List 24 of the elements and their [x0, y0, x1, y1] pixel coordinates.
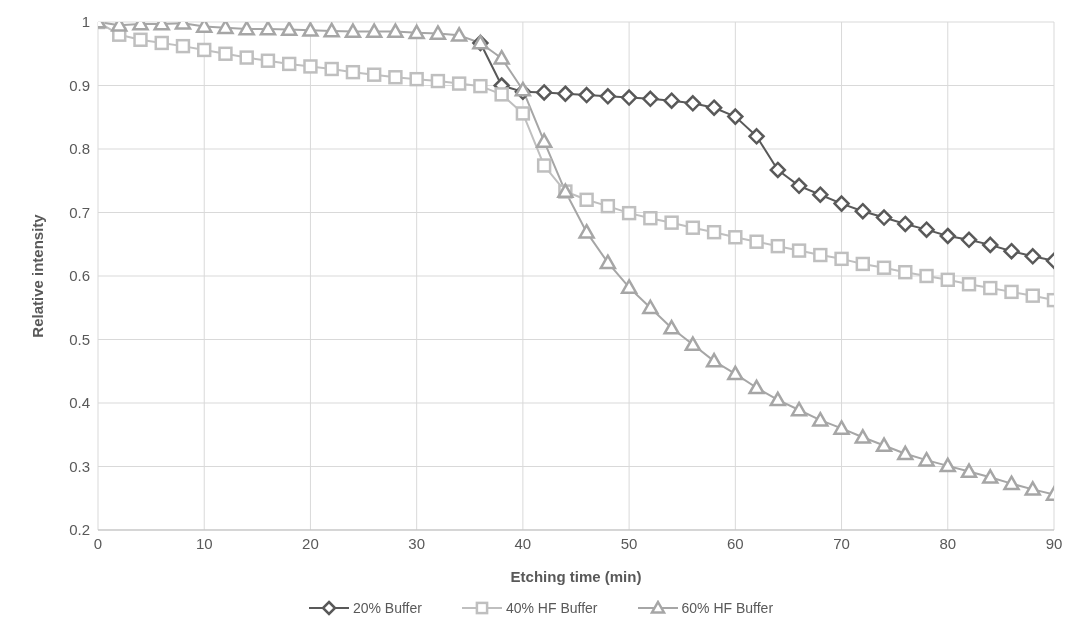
legend-label: 20% Buffer: [351, 600, 422, 616]
x-tick-label: 80: [939, 534, 957, 552]
y-tick-label: 0.9: [69, 76, 90, 94]
y-tick-label: 1: [81, 13, 90, 31]
x-axis-title: Etching time (min): [510, 568, 642, 585]
y-tick-label: 0.6: [69, 267, 90, 285]
y-tick-label: 0.2: [69, 521, 90, 539]
y-tick-label: 0.5: [69, 330, 90, 348]
x-tick-label: 0: [93, 534, 103, 552]
x-tick-label: 30: [408, 534, 426, 552]
y-axis-title: Relative intensity: [29, 213, 47, 338]
x-tick-label: 50: [620, 534, 638, 552]
legend-label: 40% HF Buffer: [504, 600, 598, 616]
x-tick-label: 70: [833, 534, 850, 552]
x-tick-label: 60: [726, 534, 744, 552]
x-tick-label: 40: [514, 534, 532, 552]
y-tick-label: 0.7: [69, 203, 90, 221]
legend-label: 60% HF Buffer: [680, 600, 774, 616]
y-tick-label: 0.8: [69, 140, 90, 158]
x-tick-label: 10: [195, 534, 213, 552]
x-tick-label: 90: [1045, 534, 1063, 552]
y-tick-label: 0.3: [69, 457, 90, 475]
y-tick-label: 0.4: [69, 394, 90, 412]
x-tick-label: 20: [302, 534, 319, 552]
